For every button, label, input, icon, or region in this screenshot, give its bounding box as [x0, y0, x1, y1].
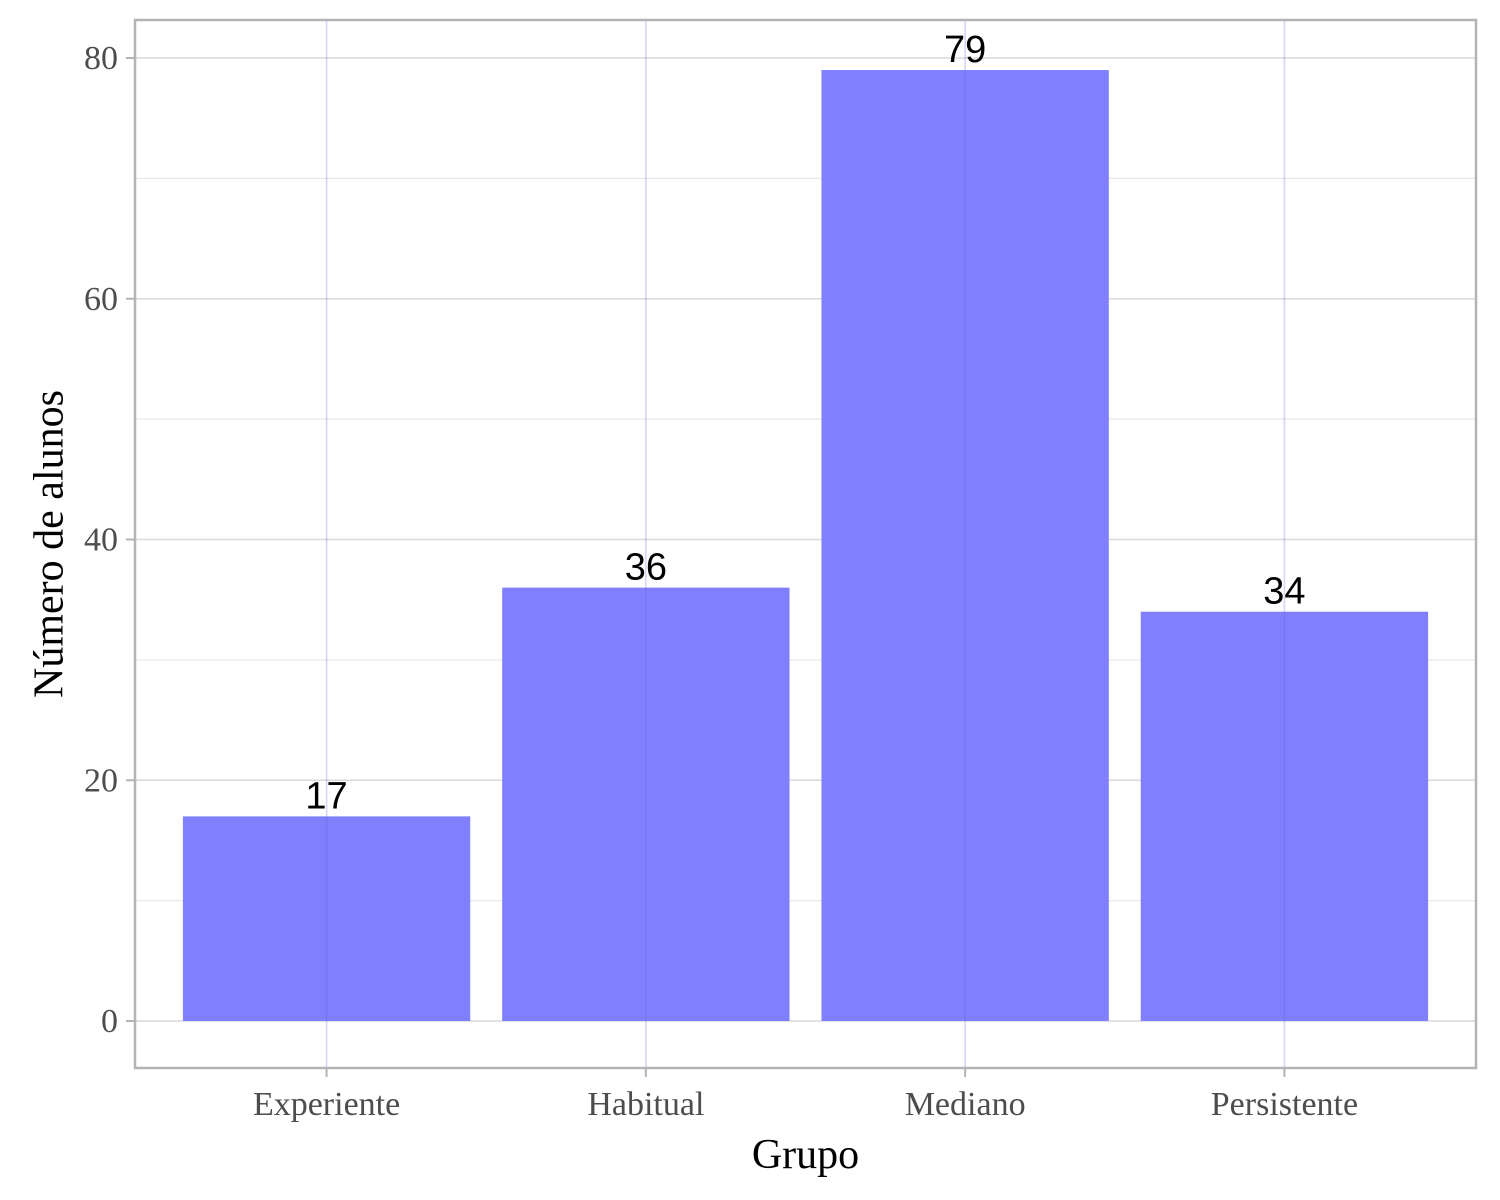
x-grid-lines: [325, 20, 1286, 1068]
y-tick-label: 80: [84, 40, 118, 77]
x-tick-labels: Experiente Habitual Mediano Persistente: [253, 1086, 1358, 1123]
x-tick-label: Habitual: [587, 1086, 704, 1123]
y-tick-label: 40: [84, 522, 118, 559]
bar-habitual: [502, 587, 790, 1021]
y-tick-label: 20: [84, 762, 118, 799]
data-label: 34: [1263, 571, 1305, 613]
bar-mediano: [821, 70, 1109, 1022]
axis-ticks: [126, 57, 1286, 1077]
x-tick-label: Experiente: [253, 1086, 400, 1123]
x-tick-label: Mediano: [905, 1086, 1026, 1123]
bars: [182, 70, 1429, 1022]
data-label: 17: [305, 775, 347, 817]
y-tick-label: 60: [84, 281, 118, 318]
bar-experiente: [182, 816, 471, 1021]
x-tick-label: Persistente: [1211, 1086, 1358, 1123]
x-axis-title: Grupo: [752, 1132, 859, 1178]
data-label: 36: [625, 547, 667, 589]
data-labels: 17 36 79 34: [305, 29, 1305, 817]
bar-persistente: [1140, 611, 1429, 1021]
y-tick-labels: 0 20 40 60 80: [84, 40, 118, 1040]
y-tick-label: 0: [101, 1003, 118, 1040]
panel-border: [133, 18, 1478, 1070]
data-label: 79: [944, 29, 986, 71]
y-axis-title: Número de alunos: [27, 390, 73, 698]
